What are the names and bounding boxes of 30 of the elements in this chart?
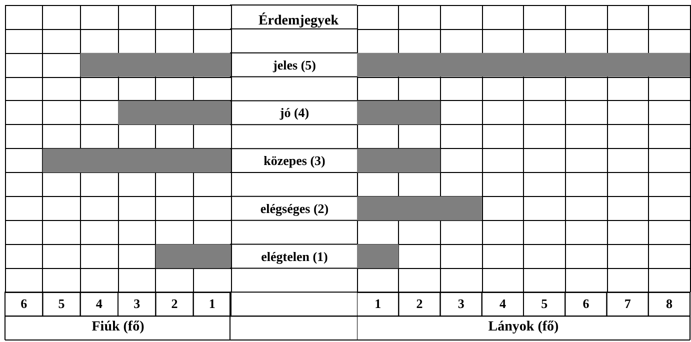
x-tick-label: 1 — [374, 296, 382, 312]
bar — [118, 100, 231, 125]
bar — [357, 244, 399, 268]
x-tick-label: 5 — [541, 296, 548, 312]
x-tick-label: 3 — [134, 296, 141, 312]
y-tick-label: közepes (3) — [264, 153, 326, 168]
x-tick-label: 6 — [582, 296, 590, 312]
bar — [42, 148, 231, 172]
text: Érdemjegyek — [258, 11, 339, 28]
bar — [156, 244, 231, 268]
bar — [357, 100, 440, 125]
x-tick-label: 4 — [96, 296, 103, 312]
y-tick-label: jó (4) — [278, 105, 310, 120]
x-tick-label: 5 — [58, 296, 66, 312]
x-tick-label: 4 — [499, 296, 506, 312]
x-tick-label: 3 — [458, 296, 465, 312]
x-axis-title: Fiúk (fő) — [92, 320, 145, 335]
x-tick-label: 6 — [20, 296, 28, 312]
x-tick-label: 8 — [666, 296, 673, 312]
bar — [357, 148, 440, 172]
x-tick-label: 2 — [171, 296, 178, 312]
x-tick-label: 7 — [624, 296, 632, 312]
bar — [357, 196, 482, 220]
x-tick-label: 2 — [416, 296, 423, 312]
x-axis-title: Lányok (fő) — [488, 320, 560, 335]
bar — [80, 52, 231, 77]
y-tick-label: jeles (5) — [272, 57, 316, 72]
x-tick-label: 1 — [208, 296, 216, 312]
y-tick-label: elégtelen (1) — [261, 248, 328, 264]
y-tick-label: elégséges (2) — [260, 200, 329, 216]
